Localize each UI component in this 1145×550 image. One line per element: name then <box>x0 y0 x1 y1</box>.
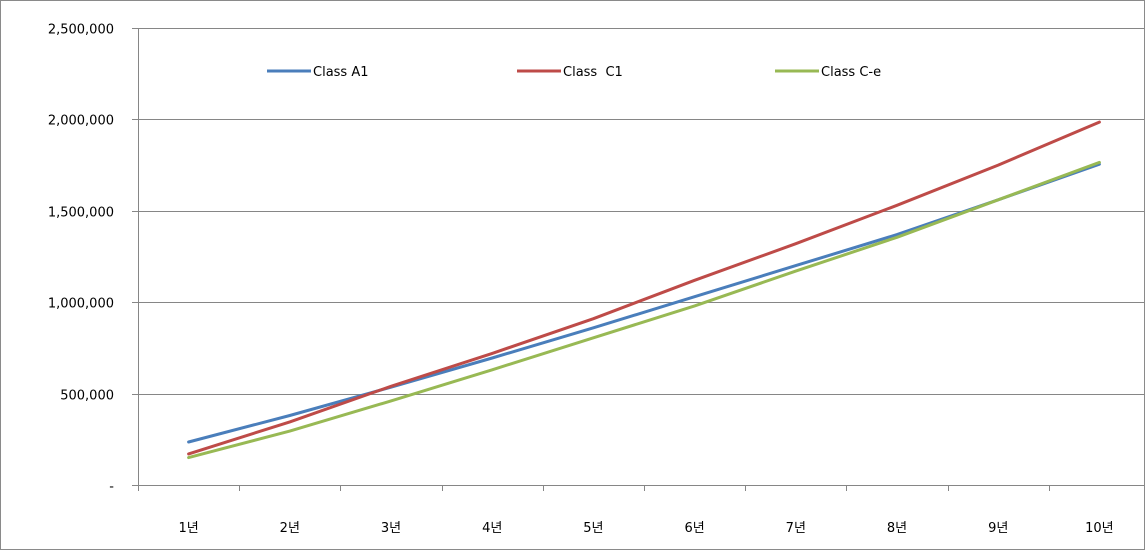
series-line-1 <box>187 120 1101 456</box>
x-tick-label-6: 7년 <box>786 521 806 536</box>
x-tick-label-0: 1년 <box>178 521 198 536</box>
x-tick-label-1: 2년 <box>280 521 300 536</box>
y-tick-label-5: 2,500,000 <box>48 23 114 38</box>
legend-label-1: Class C1 <box>563 65 623 80</box>
y-tick-label-2: 1,000,000 <box>48 297 114 312</box>
legend-item-2: Class C-e <box>775 65 881 80</box>
x-tick-label-8: 9년 <box>988 521 1008 536</box>
legend-label-0: Class A1 <box>313 65 369 80</box>
x-tick-label-9: 10년 <box>1085 521 1114 536</box>
legend-label-2: Class C-e <box>821 65 881 80</box>
x-tick-label-5: 6년 <box>684 521 704 536</box>
x-tick-label-7: 8년 <box>887 521 907 536</box>
series-lines <box>187 120 1101 460</box>
x-tick-label-4: 5년 <box>583 521 603 536</box>
legend-item-1: Class C1 <box>517 65 623 80</box>
legend-item-0: Class A1 <box>267 65 369 80</box>
x-tick-label-2: 3년 <box>381 521 401 536</box>
gridlines <box>138 28 1144 395</box>
y-axis-tick-labels: - 500,000 1,000,000 1,500,000 2,000,000 2,500… <box>48 23 114 495</box>
axes <box>132 28 1144 491</box>
series-line-0 <box>187 162 1101 444</box>
x-tick-label-3: 4년 <box>482 521 502 536</box>
y-tick-label-3: 1,500,000 <box>48 206 114 221</box>
legend: Class A1 Class C1 Class C-e <box>267 65 881 80</box>
y-tick-label-1: 500,000 <box>60 389 114 404</box>
y-tick-label-4: 2,000,000 <box>48 114 114 129</box>
x-axis-tick-labels: 1년 2년 3년 4년 5년 6년 7년 8년 9년 10년 <box>178 521 1113 536</box>
y-tick-label-0: - <box>109 480 114 495</box>
series-line-2 <box>187 160 1101 460</box>
